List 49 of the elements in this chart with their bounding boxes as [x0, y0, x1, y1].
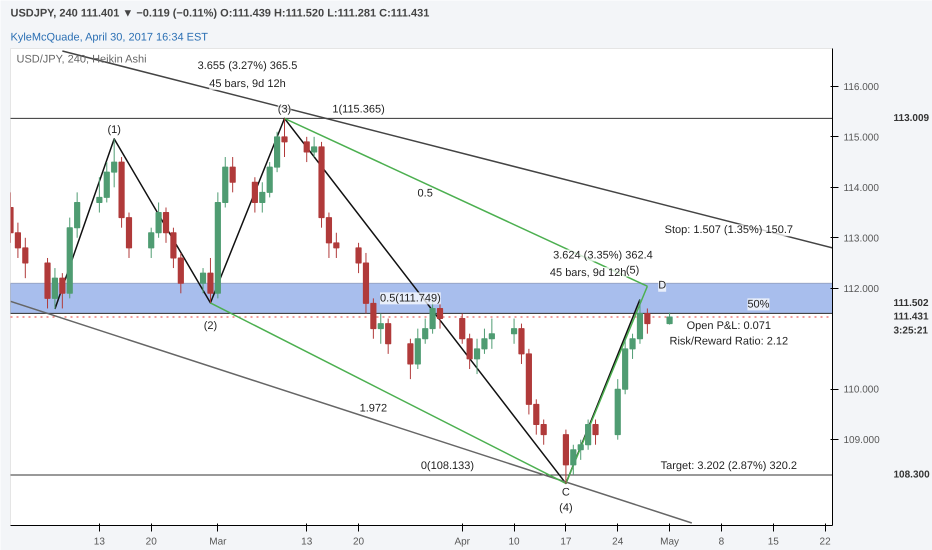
text: 3:25:21	[894, 326, 928, 337]
annotation: 50%	[747, 298, 770, 310]
annotation: C	[562, 486, 570, 499]
y-tick-label: 112.000	[844, 284, 880, 295]
text: 108.300	[894, 470, 930, 481]
annotation: Open P&L: 0.071	[686, 320, 772, 332]
annotation: 1(115.365)	[332, 103, 385, 116]
chart-subtitle: USDJPY, 240 111.401 ▼ −0.119 (−0.11%) O:111.439 H:111.520 L:111.281 C:111.431	[10, 8, 430, 20]
annotation: D	[658, 280, 666, 292]
x-tick-label: 20	[352, 536, 365, 548]
y-tick-label: 110.000	[844, 384, 880, 396]
text: 113.009	[894, 112, 930, 124]
annotation: 0.5	[418, 187, 433, 200]
chart-title: KyleMcQuade, April 30, 2017 16:34 EST	[10, 32, 208, 44]
y-tick-label: 116.000	[844, 82, 880, 93]
x-tick-label: 10	[508, 536, 520, 548]
annotation: (5)	[626, 264, 640, 277]
text: 111.431	[894, 312, 929, 323]
x-tick-label: 22	[820, 536, 832, 548]
x-tick-label: 13	[301, 536, 313, 548]
y-tick-label: 109.000	[844, 435, 880, 446]
x-tick-label: 15	[768, 536, 780, 548]
x-tick-label: 20	[146, 536, 158, 548]
annotation: 3.624 (3.35%) 362.4	[553, 249, 653, 262]
x-tick-label: 13	[94, 536, 106, 548]
annotation: USD/JPY, 240, Heikin Ashi	[16, 54, 147, 66]
annotation: 45 bars, 9d 12h	[209, 78, 286, 90]
annotation: Risk/Reward Ratio: 2.12	[670, 335, 788, 348]
x-tick-label: Apr	[454, 536, 471, 548]
annotation: (4)	[559, 502, 573, 514]
annotation: (2)	[204, 320, 218, 332]
annotation: (1)	[107, 124, 121, 136]
y-tick-label: 115.000	[844, 132, 880, 144]
x-tick-label: 8	[718, 536, 725, 548]
annotation: 3.655 (3.27%) 365.5	[198, 60, 298, 72]
x-tick-label: 24	[612, 536, 624, 548]
y-tick-label: 114.000	[844, 182, 880, 194]
text: 111.502	[894, 298, 929, 309]
annotation: Target: 3.202 (2.87%) 320.2	[660, 460, 798, 472]
annotation: (3)	[278, 103, 292, 116]
annotation: 0(108.133)	[420, 460, 474, 472]
annotation: 1.972	[360, 402, 388, 414]
x-tick-label: Mar	[209, 536, 228, 548]
x-tick-label: 17	[560, 536, 572, 548]
annotation: 45 bars, 9d 12h	[550, 267, 626, 280]
x-tick-label: May	[660, 536, 680, 548]
annotation: 0.5(111.749)	[380, 292, 441, 304]
annotation: Stop: 1.507 (1.35%) 150.7	[664, 224, 794, 236]
y-tick-label: 113.000	[844, 233, 880, 244]
